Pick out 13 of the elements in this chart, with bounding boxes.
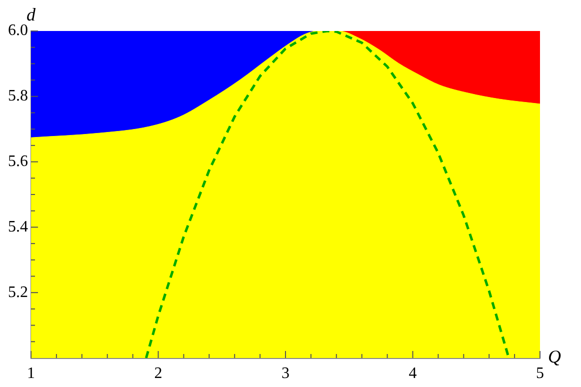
y-axis-title: d [26,4,36,25]
x-tick-label: 1 [27,364,35,382]
y-tick-label: 5.8 [8,88,28,105]
x-tick-label: 5 [536,364,544,382]
y-tick-label: 6.0 [8,22,28,40]
y-tick-label: 5.4 [8,218,28,236]
x-tick-label: 3 [282,364,290,382]
y-tick-label: 5.6 [8,153,28,170]
line-series [144,31,510,358]
x-tick-label: 2 [154,364,162,382]
x-axis-title: Q [548,346,561,367]
y-tick-label: 5.2 [8,284,28,301]
x-tick-label: 4 [408,364,417,382]
